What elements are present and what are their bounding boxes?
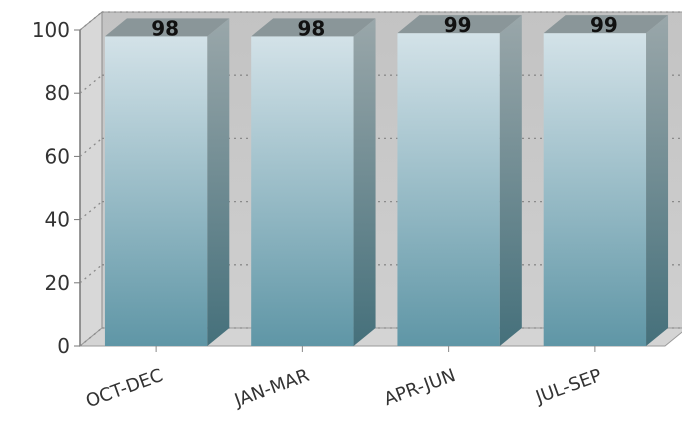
y-tick-label: 80	[45, 81, 70, 105]
x-tick-label: APR-JUN	[381, 365, 458, 410]
bars: 98 98 99 99	[104, 13, 669, 346]
y-tick-label: 20	[45, 271, 70, 295]
bar-side	[499, 15, 522, 346]
x-tick-label: OCT-DEC	[83, 365, 166, 412]
bar-top	[104, 18, 230, 37]
bar: 98	[251, 16, 376, 346]
y-tick-label: 100	[32, 18, 70, 42]
bar-side	[646, 15, 669, 346]
data-label: 98	[297, 16, 325, 40]
bar-side	[207, 18, 230, 346]
x-axis: OCT-DEC JAN-MAR APR-JUN JUL-SEP	[83, 346, 605, 412]
bar-top	[397, 15, 522, 34]
y-tick-label: 0	[57, 334, 70, 358]
side-wall	[79, 10, 103, 348]
x-tick-label: JAN-MAR	[231, 365, 312, 412]
bar: 99	[543, 13, 669, 346]
bar-front	[397, 33, 500, 346]
bar-side	[353, 18, 376, 346]
bar: 98	[104, 16, 230, 346]
bar-front	[104, 36, 208, 346]
bar-front	[543, 33, 647, 346]
plot-walls	[78, 10, 682, 348]
bar: 99	[397, 13, 522, 346]
data-label: 99	[444, 13, 472, 37]
y-tick-label: 40	[45, 208, 70, 232]
bar-top	[251, 18, 376, 37]
data-label: 99	[590, 13, 618, 37]
y-tick-label: 60	[45, 144, 70, 168]
x-tick-label: JUL-SEP	[532, 365, 604, 409]
bar-top	[543, 15, 669, 34]
bar-front	[251, 36, 354, 346]
y-axis: 0 20 40 60 80 100	[32, 18, 80, 358]
data-label: 98	[151, 16, 179, 40]
